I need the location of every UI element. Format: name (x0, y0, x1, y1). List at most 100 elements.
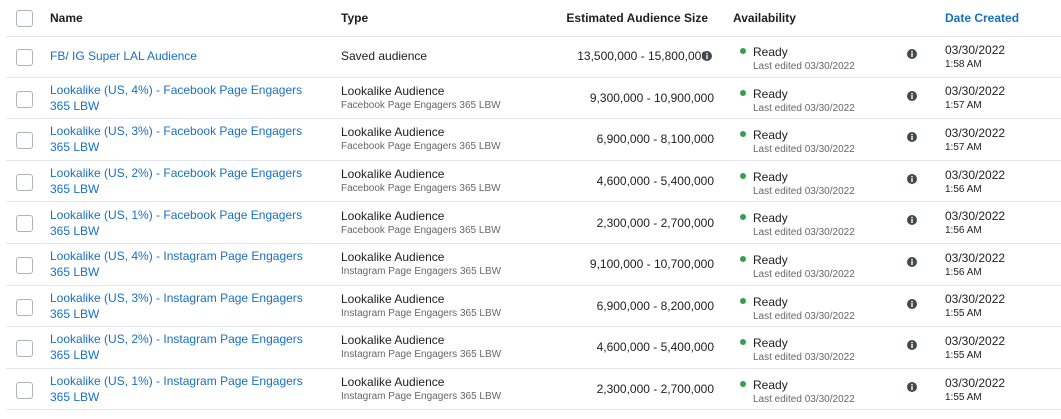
size-cell: 2,300,000 - 2,700,000 (456, 202, 720, 243)
time-created: 1:56 AM (945, 225, 982, 237)
size-cell: 6,900,000 - 8,100,000 (456, 119, 720, 160)
availability-cell: Ready Last edited 03/30/2022 (753, 86, 855, 116)
size-cell: 4,600,000 - 5,400,000 (456, 161, 720, 202)
size-cell: 13,500,000 - 15,800,000 (456, 36, 708, 77)
audience-name[interactable]: Lookalike (US, 3%) - Instagram Page Enga… (50, 290, 303, 321)
select-all-checkbox[interactable] (16, 10, 33, 27)
audience-row: Lookalike (US, 2%) - Facebook Page Engag… (6, 161, 1061, 203)
status: Ready (753, 294, 788, 309)
date-cell: 03/30/2022 1:58 AM (945, 36, 1005, 77)
type-cell: Lookalike Audience Instagram Page Engager… (341, 244, 541, 285)
info-icon[interactable] (907, 132, 917, 143)
info-icon[interactable] (907, 381, 917, 392)
audience-row: Lookalike (US, 4%) - Facebook Page Engag… (6, 78, 1061, 120)
info-icon[interactable] (907, 90, 917, 101)
status-dot (740, 256, 746, 262)
row-checkbox[interactable] (16, 340, 33, 358)
time-created: 1:55 AM (945, 391, 982, 403)
info-icon[interactable] (907, 215, 917, 226)
audience-name[interactable]: Lookalike (US, 4%) - Facebook Page Engag… (50, 82, 303, 113)
audience-type: Lookalike Audience (341, 333, 445, 348)
date-cell: 03/30/2022 1:56 AM (945, 244, 1005, 285)
availability-cell: Ready Last edited 03/30/2022 (753, 210, 855, 240)
row-checkbox[interactable] (16, 132, 33, 150)
audience-name[interactable]: Lookalike (US, 2%) - Facebook Page Engag… (50, 166, 303, 197)
type-cell: Lookalike Audience Facebook Page Engagers… (341, 119, 541, 160)
size-cell: 9,300,000 - 10,900,000 (456, 78, 720, 119)
audience-name[interactable]: Lookalike (US, 1%) - Facebook Page Engag… (50, 207, 303, 238)
status: Ready (753, 336, 788, 351)
info-icon[interactable] (702, 51, 712, 61)
audience-row: Lookalike (US, 2%) - Instagram Page Enga… (6, 327, 1061, 369)
audience-row: Lookalike (US, 3%) - Facebook Page Engag… (6, 119, 1061, 161)
date-cell: 03/30/2022 1:55 AM (945, 286, 1005, 327)
type-cell: Lookalike Audience Instagram Page Engager… (341, 286, 541, 327)
date-cell: 03/30/2022 1:56 AM (945, 161, 1005, 202)
row-checkbox[interactable] (16, 173, 33, 191)
header-size: Estimated Audience Size (566, 11, 708, 25)
audience-row: Lookalike (US, 1%) - Facebook Page Engag… (6, 202, 1061, 244)
status: Ready (753, 169, 788, 184)
date-created: 03/30/2022 (945, 125, 1006, 140)
type-source: Instagram Page Engagers 365 LBW (341, 266, 502, 278)
status-dot (740, 297, 746, 304)
status-dot (740, 89, 746, 96)
availability-cell: Ready Last edited 03/30/2022 (753, 127, 855, 157)
info-icon[interactable] (907, 49, 917, 59)
time-created: 1:56 AM (945, 266, 982, 278)
row-checkbox[interactable] (16, 257, 33, 274)
info-icon[interactable] (907, 257, 917, 267)
audience-name[interactable]: Lookalike (US, 4%) - Instagram Page Enga… (50, 249, 303, 280)
audience-type: Lookalike Audience (341, 250, 445, 265)
row-checkbox[interactable] (16, 381, 33, 399)
time-created: 1:55 AM (945, 349, 982, 361)
audience-type: Lookalike Audience (341, 125, 445, 140)
date-cell: 03/30/2022 1:57 AM (945, 78, 1005, 119)
date-cell: 03/30/2022 1:56 AM (945, 202, 1005, 243)
header-date[interactable]: Date Created (945, 11, 1020, 25)
row-checkbox[interactable] (16, 49, 33, 66)
availability-cell: Ready Last edited 03/30/2022 (753, 252, 855, 282)
header-availability: Availability (733, 11, 796, 25)
info-icon[interactable] (907, 173, 917, 184)
audience-size: 2,300,000 - 2,700,000 (596, 382, 714, 397)
status: Ready (753, 45, 788, 59)
type-cell: Lookalike Audience Facebook Page Engagers… (341, 78, 541, 119)
row-checkbox[interactable] (16, 215, 33, 233)
date-created: 03/30/2022 (945, 42, 1006, 57)
last-edited: Last edited 03/30/2022 (753, 352, 855, 364)
type-source: Facebook Page Engagers 365 LBW (341, 224, 501, 236)
status: Ready (753, 211, 788, 226)
audience-type: Lookalike Audience (341, 83, 445, 98)
status-dot (740, 172, 746, 179)
audience-row: FB/ IG Super LAL Audience Saved audience 1… (6, 36, 1061, 78)
status-dot (740, 214, 746, 221)
type-source: Facebook Page Engagers 365 LBW (341, 183, 501, 195)
date-created: 03/30/2022 (945, 209, 1006, 224)
info-icon[interactable] (907, 340, 917, 351)
type-cell: Lookalike Audience Instagram Page Engager… (341, 369, 541, 410)
audience-row: Lookalike (US, 4%) - Instagram Page Enga… (6, 244, 1061, 286)
audience-name[interactable]: Lookalike (US, 2%) - Instagram Page Enga… (50, 332, 303, 363)
audience-name[interactable]: FB/ IG Super LAL Audience (50, 49, 197, 64)
type-cell: Lookalike Audience Facebook Page Engagers… (341, 161, 541, 202)
status: Ready (753, 377, 788, 392)
audience-name[interactable]: Lookalike (US, 1%) - Instagram Page Enga… (50, 374, 303, 405)
audience-size: 9,300,000 - 10,900,000 (589, 90, 714, 105)
availability-cell: Ready Last edited 03/30/2022 (753, 294, 855, 324)
size-cell: 6,900,000 - 8,200,000 (456, 286, 720, 327)
time-created: 1:55 AM (945, 308, 982, 320)
type-cell: Lookalike Audience Instagram Page Engager… (341, 327, 541, 368)
row-checkbox[interactable] (16, 298, 33, 316)
info-icon[interactable] (907, 298, 917, 309)
row-checkbox[interactable] (16, 90, 33, 108)
time-created: 1:58 AM (945, 58, 982, 70)
date-created: 03/30/2022 (945, 292, 1006, 307)
last-edited: Last edited 03/30/2022 (753, 393, 855, 405)
audience-type: Saved audience (341, 49, 428, 64)
audience-name[interactable]: Lookalike (US, 3%) - Facebook Page Engag… (50, 124, 303, 155)
availability-cell: Ready Last edited 03/30/2022 (753, 44, 855, 74)
type-source: Instagram Page Engagers 365 LBW (341, 349, 502, 361)
last-edited: Last edited 03/30/2022 (753, 227, 855, 239)
